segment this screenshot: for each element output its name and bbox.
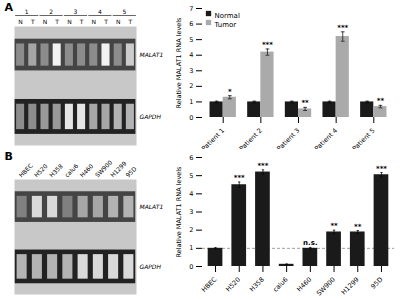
- svg-text:4: 4: [98, 8, 102, 15]
- svg-text:GAPDH: GAPDH: [140, 113, 162, 120]
- svg-text:SW900: SW900: [93, 158, 114, 179]
- svg-text:Relative MALAT1 RNA levels: Relative MALAT1 RNA levels: [175, 166, 183, 258]
- svg-text:B: B: [5, 150, 13, 163]
- svg-text:2: 2: [189, 82, 193, 90]
- svg-text:0: 0: [189, 114, 193, 122]
- svg-text:T: T: [30, 18, 35, 25]
- svg-text:H358: H358: [48, 162, 64, 178]
- svg-text:95D: 95D: [369, 276, 384, 291]
- svg-text:4: 4: [189, 190, 193, 198]
- svg-text:SW900: SW900: [315, 276, 337, 298]
- svg-text:5: 5: [122, 8, 126, 15]
- svg-text:H460: H460: [78, 162, 94, 178]
- svg-text:HBEC: HBEC: [200, 275, 219, 294]
- svg-text:5: 5: [189, 172, 193, 180]
- svg-text:***: ***: [262, 41, 273, 49]
- svg-text:calu6: calu6: [271, 276, 289, 294]
- svg-text:Patient 2: Patient 2: [237, 126, 264, 153]
- svg-text:**: **: [301, 99, 309, 107]
- svg-text:3: 3: [189, 67, 193, 75]
- svg-text:Patient 5: Patient 5: [350, 126, 377, 153]
- svg-text:T: T: [128, 18, 133, 25]
- svg-text:MALAT1: MALAT1: [140, 203, 164, 210]
- svg-text:H358: H358: [248, 276, 266, 294]
- svg-text:T: T: [103, 18, 108, 25]
- svg-text:T: T: [79, 18, 84, 25]
- svg-text:Tumor: Tumor: [214, 21, 237, 29]
- svg-text:A: A: [5, 1, 14, 14]
- svg-text:1: 1: [189, 98, 193, 106]
- svg-text:2: 2: [189, 226, 193, 234]
- svg-text:Patient 4: Patient 4: [313, 126, 339, 153]
- svg-text:HBEC: HBEC: [17, 162, 34, 179]
- svg-text:***: ***: [376, 165, 387, 173]
- svg-text:95D: 95D: [124, 165, 138, 179]
- svg-text:2: 2: [49, 8, 53, 15]
- svg-text:3: 3: [74, 8, 78, 15]
- svg-text:calu6: calu6: [63, 162, 80, 179]
- svg-text:3: 3: [189, 208, 193, 216]
- svg-text:N: N: [18, 18, 23, 25]
- svg-text:H520: H520: [224, 276, 242, 294]
- svg-text:***: ***: [337, 24, 348, 32]
- svg-text:*: *: [228, 88, 232, 96]
- svg-text:Patient 1: Patient 1: [200, 126, 227, 153]
- svg-text:4: 4: [189, 51, 193, 59]
- svg-text:n.s.: n.s.: [303, 239, 317, 247]
- svg-text:**: **: [354, 223, 362, 231]
- svg-text:H520: H520: [32, 162, 48, 178]
- svg-text:Normal: Normal: [215, 12, 240, 20]
- svg-text:5: 5: [189, 36, 193, 44]
- svg-text:Patient 3: Patient 3: [275, 126, 302, 153]
- svg-text:H1299: H1299: [340, 276, 361, 297]
- svg-text:N: N: [92, 18, 97, 25]
- svg-text:1: 1: [189, 244, 193, 252]
- svg-text:6: 6: [189, 154, 193, 162]
- svg-text:N: N: [67, 18, 72, 25]
- svg-text:6: 6: [189, 20, 193, 28]
- svg-text:H1299: H1299: [108, 159, 128, 179]
- svg-text:0: 0: [189, 263, 193, 271]
- svg-text:N: N: [116, 18, 121, 25]
- svg-text:***: ***: [257, 162, 268, 170]
- svg-text:GAPDH: GAPDH: [140, 263, 162, 270]
- svg-text:N: N: [43, 18, 48, 25]
- svg-text:1: 1: [25, 8, 29, 15]
- svg-text:H460: H460: [295, 276, 313, 294]
- svg-text:7: 7: [189, 5, 193, 13]
- svg-text:Relative MALAT1 RNA levels: Relative MALAT1 RNA levels: [175, 17, 183, 109]
- svg-text:T: T: [54, 18, 59, 25]
- svg-text:**: **: [330, 222, 338, 230]
- svg-text:MALAT1: MALAT1: [140, 51, 164, 58]
- svg-text:**: **: [377, 97, 385, 105]
- svg-text:***: ***: [234, 174, 245, 182]
